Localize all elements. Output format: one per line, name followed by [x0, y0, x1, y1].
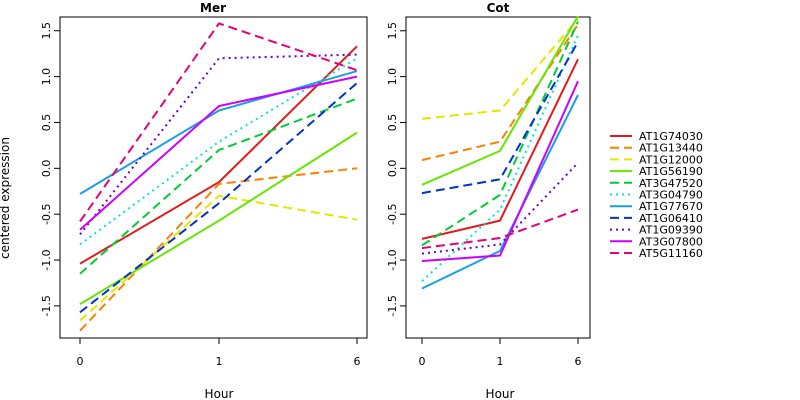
x-tick-label-mer: 6 [354, 355, 361, 368]
y-tick-label-mer: 1.5 [40, 22, 53, 39]
y-tick-label-cot: -1.0 [386, 249, 399, 270]
y-tick-label-mer: -0.5 [40, 203, 53, 224]
series-line-mer-at1g77670 [79, 70, 358, 195]
y-tick-label-cot: 1.0 [386, 68, 399, 86]
series-line-mer-at1g12000 [79, 194, 358, 322]
panel-mer: Mer Hour -1.5 -1.0 -0.5 0.0 0.5 1.0 1.5 0 1 6 [40, 1, 368, 400]
y-tick-label-cot: 1.5 [386, 22, 399, 39]
series-line-cot-at1g09390 [421, 162, 579, 255]
legend-label-at1g13440: AT1G13440 [639, 142, 703, 155]
x-tick-label-mer: 1 [216, 355, 223, 368]
series-line-mer-at3g47520 [79, 97, 358, 275]
series-line-cot-at1g12000 [421, 18, 579, 120]
x-tick-label-cot: 0 [419, 355, 426, 368]
y-tick-label-mer: 1.0 [40, 68, 53, 86]
legend-label-at5g11160: AT5G11160 [639, 247, 703, 260]
y-tick-label-mer: 0.5 [40, 114, 53, 132]
y-tick-label-mer: -1.0 [40, 249, 53, 270]
y-tick-label-mer: -1.5 [40, 295, 53, 316]
series-line-cot-at1g77670 [421, 94, 579, 290]
series-line-cot-at1g56190 [421, 15, 579, 186]
series-line-mer-at1g74030 [79, 45, 358, 265]
legend-label-at1g77670: AT1G77670 [639, 200, 703, 213]
y-axis-title: centered expression [0, 137, 12, 259]
series-layer-mer [79, 22, 358, 332]
y-axis-mer: -1.5 -1.0 -0.5 0.0 0.5 1.0 1.5 [40, 22, 60, 317]
legend-label-at3g07800: AT3G07800 [639, 235, 703, 248]
y-tick-label-cot: 0.0 [386, 160, 399, 178]
series-line-cot-at5g11160 [421, 208, 579, 250]
y-tick-label-mer: 0.0 [40, 160, 53, 178]
legend-label-at1g06410: AT1G06410 [639, 212, 703, 225]
series-line-mer-at1g06410 [79, 82, 358, 314]
legend-label-at1g74030: AT1G74030 [639, 130, 703, 143]
series-line-mer-at3g07800 [79, 75, 358, 231]
y-tick-label-cot: -1.5 [386, 295, 399, 316]
x-axis-title-cot: Hour [486, 387, 515, 400]
plot-frame-cot [405, 16, 591, 339]
series-line-cot-at1g13440 [421, 23, 579, 162]
y-tick-label-cot: -0.5 [386, 203, 399, 224]
x-tick-label-mer: 0 [77, 355, 84, 368]
series-layer-cot [421, 15, 579, 290]
series-line-cot-at3g47520 [421, 21, 579, 247]
x-tick-label-cot: 1 [497, 355, 504, 368]
series-line-cot-at3g07800 [421, 80, 579, 262]
series-line-mer-at5g11160 [79, 22, 358, 223]
x-axis-cot: 0 1 6 [419, 338, 582, 368]
plot-frame-mer [59, 16, 368, 339]
legend-label-at1g09390: AT1G09390 [639, 224, 703, 237]
x-tick-label-cot: 6 [575, 355, 582, 368]
series-line-cot-at1g74030 [421, 58, 579, 240]
panel-cot: Cot Hour -1.5 -1.0 -0.5 0.0 0.5 1.0 1.5 0 1 6 [386, 1, 591, 400]
legend-label-at1g12000: AT1G12000 [639, 153, 703, 166]
legend: AT1G74030AT1G13440AT1G12000AT1G56190AT3G… [610, 130, 703, 260]
y-tick-label-cot: 0.5 [386, 114, 399, 132]
legend-label-at3g04790: AT3G04790 [639, 189, 703, 202]
x-axis-title-mer: Hour [205, 387, 234, 400]
x-axis-mer: 0 1 6 [77, 338, 361, 368]
panel-title-mer: Mer [200, 1, 226, 15]
y-axis-cot: -1.5 -1.0 -0.5 0.0 0.5 1.0 1.5 [386, 22, 406, 317]
series-line-cot-at1g06410 [421, 41, 579, 195]
legend-label-at1g56190: AT1G56190 [639, 165, 703, 178]
legend-label-at3g47520: AT3G47520 [639, 177, 703, 190]
series-line-mer-at1g13440 [79, 167, 358, 332]
panel-title-cot: Cot [487, 1, 510, 15]
